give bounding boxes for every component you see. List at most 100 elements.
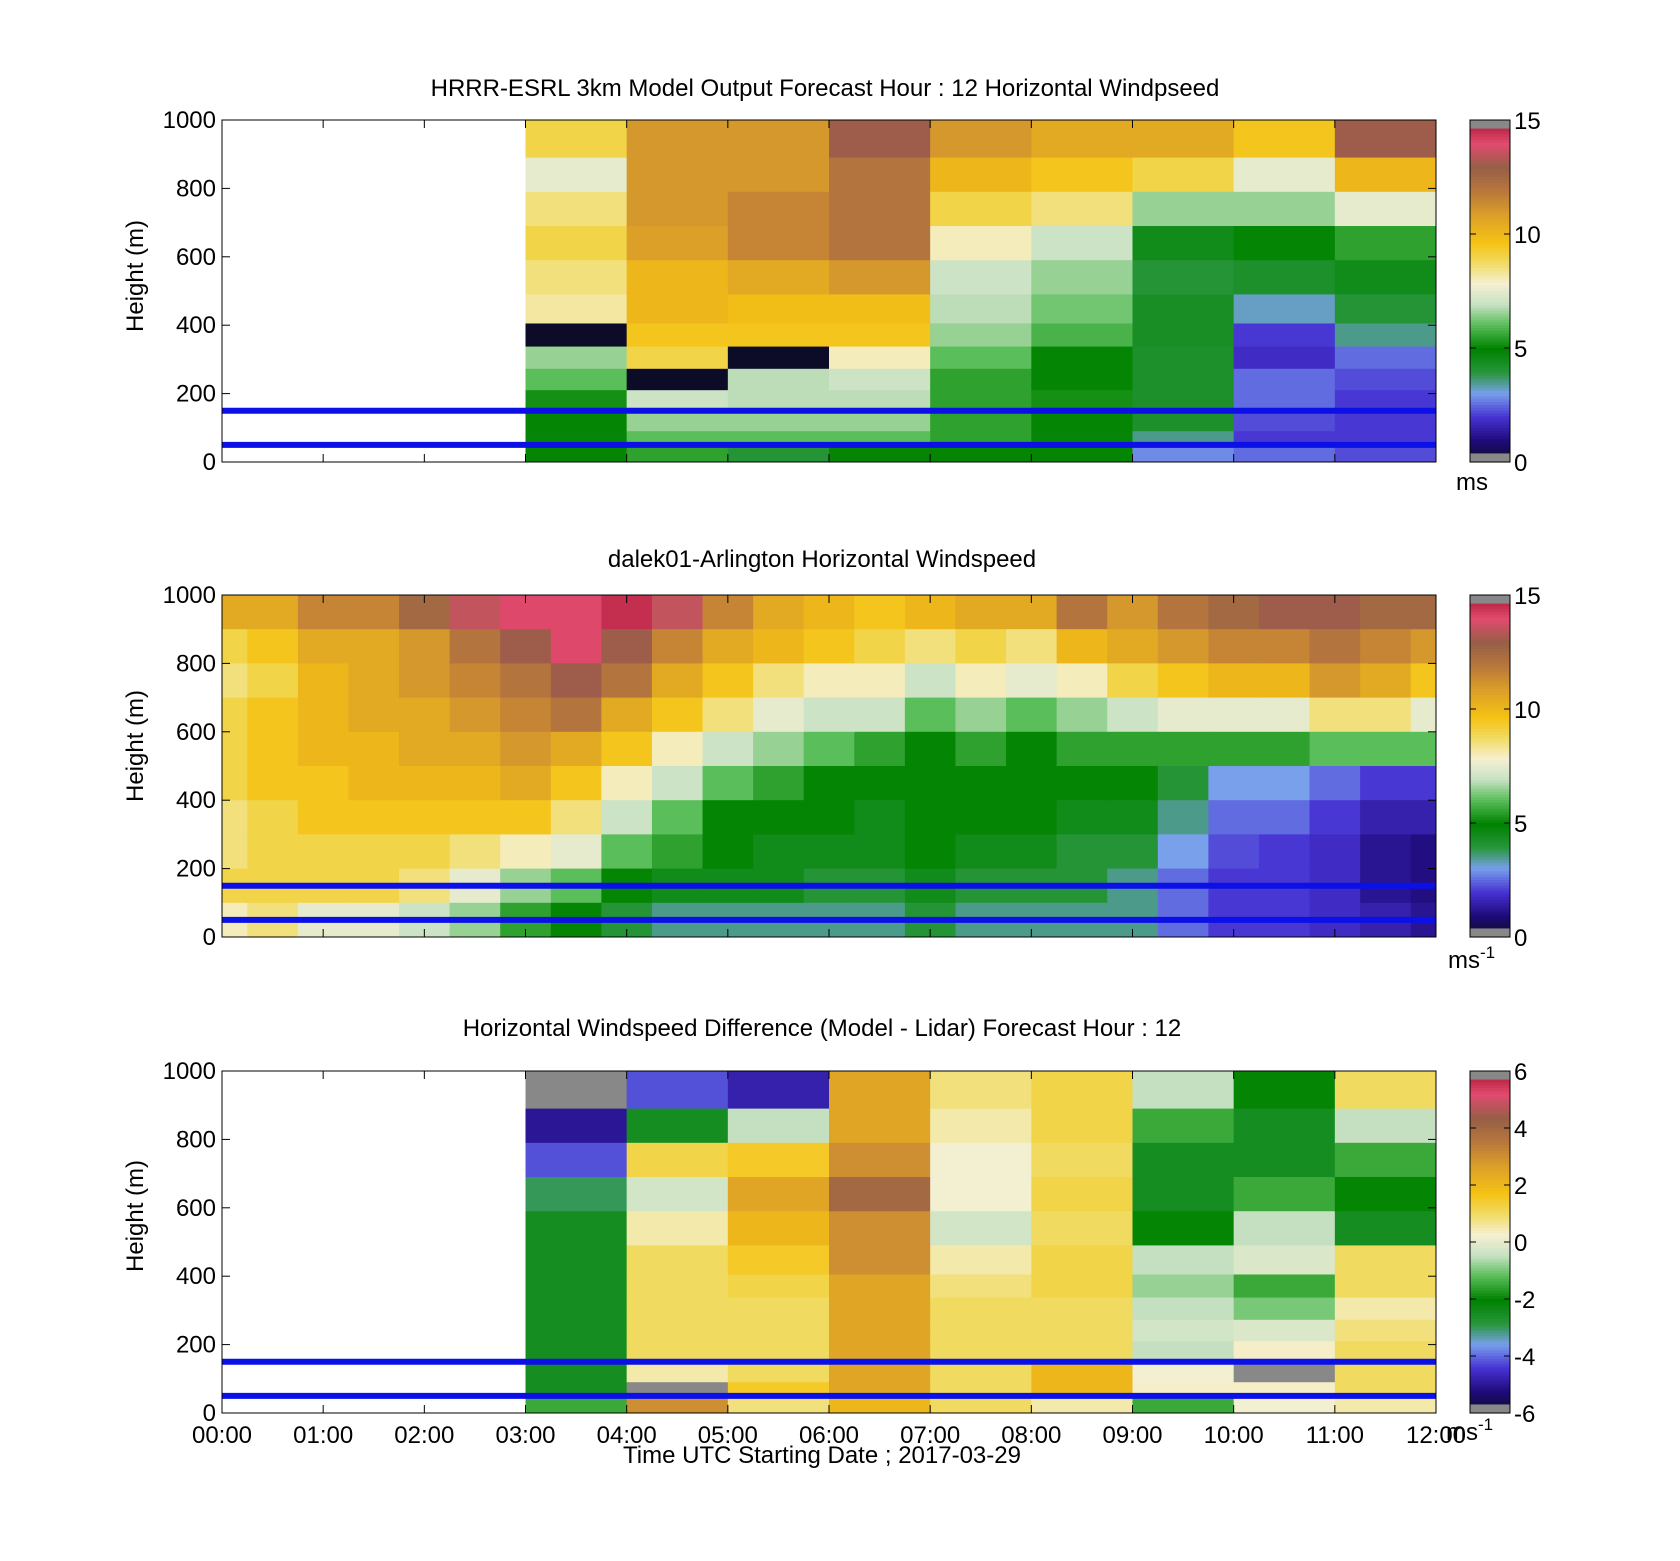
colorbar-segment [1470,148,1510,152]
heatmap-cell [449,663,501,699]
colorbar-segment [1470,1301,1510,1306]
heatmap-cell [525,447,628,463]
colorbar-segment [1470,262,1510,266]
colorbar-segment [1470,382,1510,386]
heatmap-cell [753,663,805,699]
heatmap-cell [626,390,729,412]
heatmap-cell [1309,629,1361,664]
colorbar-segment [1470,248,1510,252]
heatmap-cell [651,800,704,835]
heatmap-cell [1132,346,1235,370]
heatmap-cell [727,1211,830,1246]
colorbar-segment [1470,652,1510,656]
heatmap-cell [1031,226,1133,261]
heatmap-cell [854,629,906,664]
heatmap-cell [1233,1142,1336,1178]
heatmap-cell [1233,447,1336,463]
heatmap-cell [348,595,400,630]
colorbar-segment [1470,646,1510,650]
colorbar-segment [1470,1336,1510,1340]
heatmap-cell [1208,697,1260,733]
x-tick-label: 06:00 [799,1422,859,1449]
colorbar-segment [1470,723,1510,727]
heatmap-cell [1157,834,1209,870]
colorbar-tick-label: 0 [1514,925,1527,952]
colorbar-unit: ms-1 [1448,943,1495,974]
colorbar-segment [1470,1344,1510,1349]
heatmap-cell [1233,1108,1336,1144]
heatmap-cell [1334,1177,1437,1212]
colorbar-segment [1470,1310,1510,1314]
colorbar-segment [1470,1299,1510,1303]
heatmap-cell [247,731,299,767]
heatmap-cell [1233,260,1336,295]
heatmap-cell [1031,1361,1133,1383]
heatmap-cell [1157,595,1209,630]
colorbar-segment [1470,271,1510,275]
heatmap-cell [702,766,754,801]
heatmap-cell [702,629,754,664]
colorbar-segment [1470,1404,1510,1408]
heatmap-cell [1031,346,1133,370]
y-tick-label: 0 [203,924,216,951]
colorbar-segment [1470,640,1510,645]
heatmap-cell [930,120,1032,159]
heatmap-cell [500,731,552,767]
heatmap-cell [1031,1319,1133,1342]
heatmap-cell [727,191,830,227]
colorbar-segment [1470,1401,1510,1406]
heatmap-cell [1410,800,1437,835]
heatmap-cell [525,323,628,348]
colorbar-segment [1470,1273,1510,1277]
colorbar-segment [1470,905,1510,910]
heatmap-cell [525,1319,628,1342]
heatmap-cell [727,390,830,412]
colorbar-segment [1470,459,1510,463]
heatmap-cell [854,800,906,835]
colorbar-segment [1470,322,1510,326]
heatmap-cell [348,731,400,767]
heatmap-cell [1056,834,1108,870]
colorbar-frame [1469,119,1511,463]
colorbar-segment [1470,697,1510,702]
colorbar-segment [1470,1113,1510,1118]
heatmap-cell [1410,731,1437,767]
y-tick-label: 200 [176,381,216,408]
heatmap-cell [904,834,956,870]
heatmap-cell [626,1361,729,1383]
colorbar-segment [1470,336,1510,341]
heatmap-cell [727,1297,830,1321]
heatmap-cell [550,800,602,835]
colorbar-segment [1470,740,1510,744]
colorbar-segment [1470,422,1510,426]
heatmap-cell [1132,1319,1235,1342]
colorbar-segment [1470,637,1510,642]
colorbar-segment [1470,626,1510,630]
colorbar-segment [1470,1145,1510,1149]
difference-panel: Horizontal Windspeed Difference (Model -… [122,1015,1535,1469]
heatmap-cell [1233,390,1336,412]
heatmap-cell [753,629,805,664]
heatmap-cell [1309,731,1361,767]
heatmap-cell [1056,663,1108,699]
heatmap-cell [1031,1341,1133,1363]
heatmap-cell [626,1398,729,1414]
heatmap-cell [626,1071,729,1110]
heatmap-cell [525,1341,628,1363]
heatmap-cell [1031,1142,1133,1178]
heatmap-cell [1056,800,1108,835]
heatmap-cell [525,1274,628,1299]
heatmap-cell [930,226,1032,261]
heatmap-cell [626,1319,729,1342]
colorbar-segment [1470,236,1510,241]
heatmap-cell [727,1142,830,1178]
heatmap-cell [829,368,931,391]
colorbar-segment [1470,456,1510,460]
colorbar-segment [1470,1150,1510,1155]
heatmap-cell [930,368,1032,391]
heatmap-cell [829,1341,931,1363]
colorbar-segment [1470,345,1510,349]
heatmap-cell [626,1211,729,1246]
colorbar-segment [1470,1233,1510,1237]
heatmap-cell [955,697,1007,733]
